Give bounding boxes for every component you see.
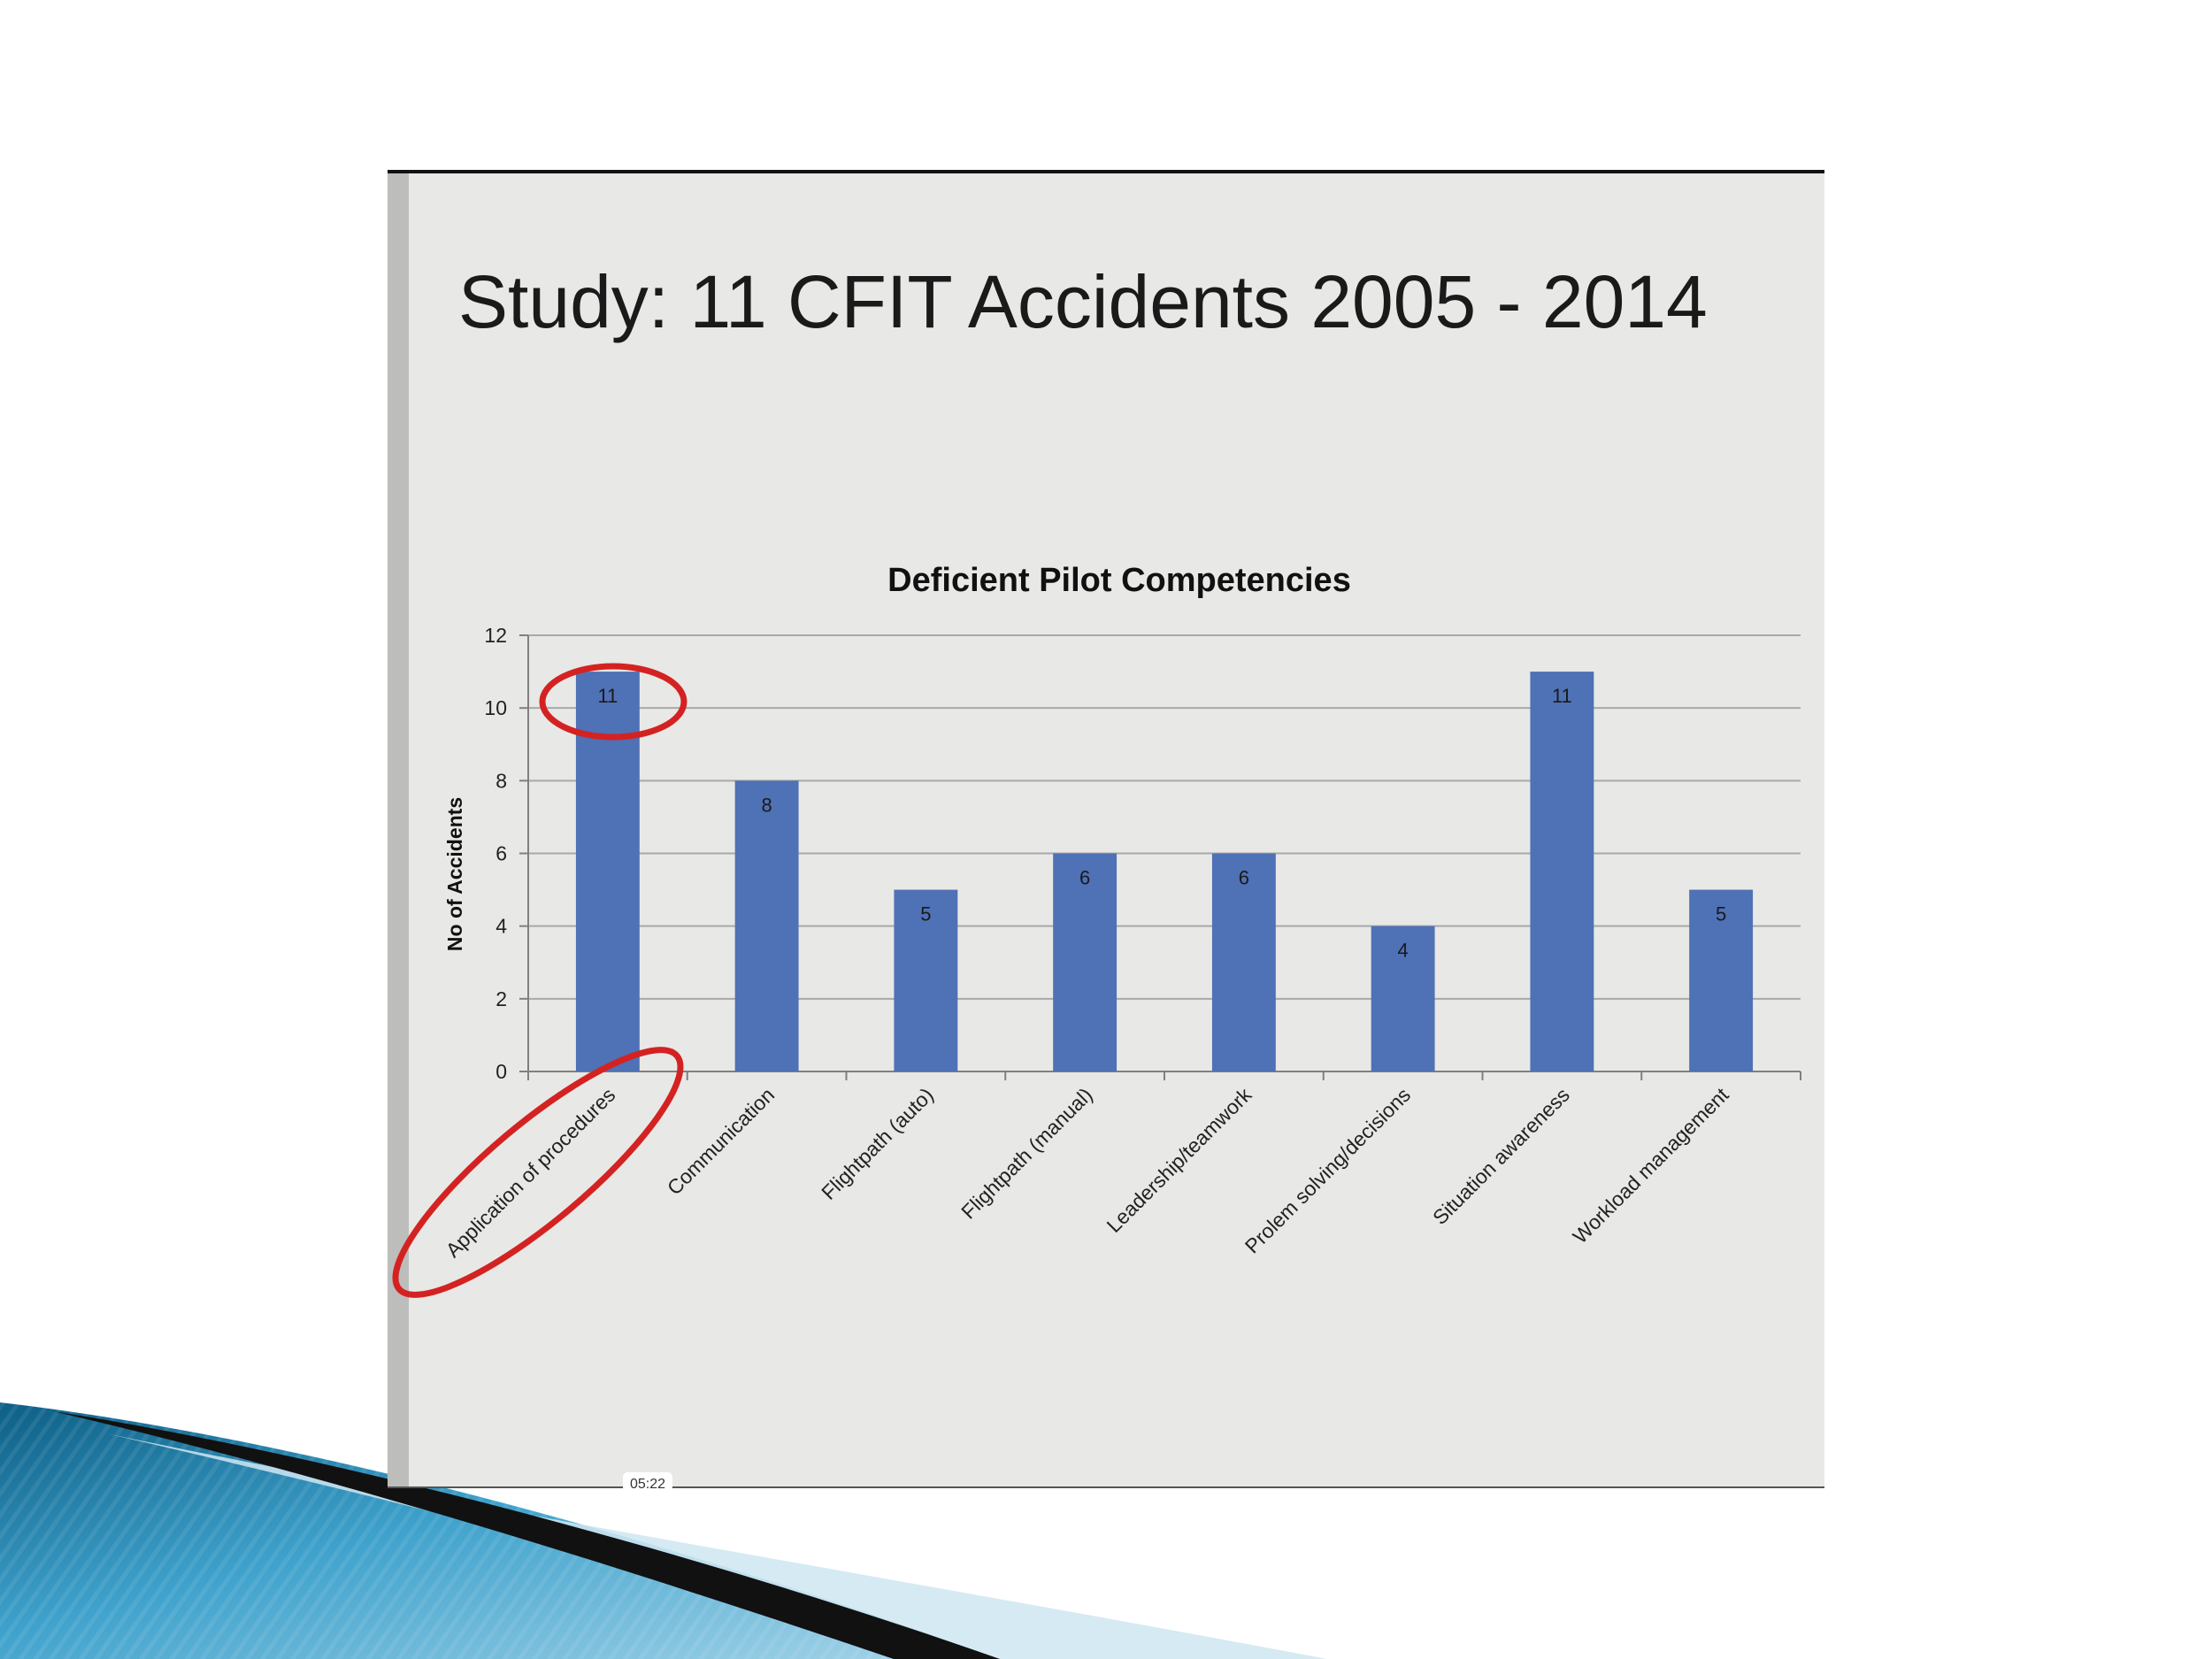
data-label: 5 bbox=[920, 903, 931, 926]
slide-title: Study: 11 CFIT Accidents 2005 - 2014 bbox=[458, 260, 1708, 343]
chart-title: Deficient Pilot Competencies bbox=[887, 562, 1351, 599]
y-tick-label: 12 bbox=[484, 624, 507, 647]
y-axis-label: No of Accidents bbox=[443, 797, 466, 951]
highlight-value-circle bbox=[539, 663, 687, 741]
data-label: 11 bbox=[1552, 685, 1572, 707]
y-tick-label: 6 bbox=[495, 842, 507, 865]
y-tick-label: 0 bbox=[495, 1060, 507, 1083]
data-label: 5 bbox=[1716, 903, 1726, 926]
data-label: 6 bbox=[1079, 867, 1090, 889]
bar-5 bbox=[1211, 853, 1276, 1071]
bar-2 bbox=[734, 780, 799, 1071]
data-label: 4 bbox=[1398, 940, 1409, 962]
bar-4 bbox=[1053, 853, 1118, 1071]
data-label: 8 bbox=[762, 794, 772, 816]
data-label: 11 bbox=[597, 685, 618, 707]
slide-panel-bottom-border bbox=[388, 1486, 1824, 1488]
y-tick-label: 8 bbox=[495, 769, 507, 792]
highlight-label-circle bbox=[392, 1047, 684, 1298]
y-tick-label: 10 bbox=[484, 696, 507, 719]
y-tick-label: 2 bbox=[495, 987, 507, 1010]
timestamp-badge bbox=[623, 1472, 672, 1492]
video-timestamp: 05:22 bbox=[630, 1477, 665, 1492]
decorative-swoosh bbox=[0, 1402, 1327, 1659]
slide-panel-top-border bbox=[388, 170, 1824, 173]
chart-bars bbox=[575, 672, 1754, 1071]
bar-8 bbox=[1689, 889, 1754, 1071]
y-tick-label: 4 bbox=[495, 915, 507, 938]
bar-6 bbox=[1371, 926, 1435, 1071]
data-label: 6 bbox=[1239, 867, 1249, 889]
bar-3 bbox=[894, 889, 958, 1071]
bar-7 bbox=[1530, 672, 1594, 1071]
